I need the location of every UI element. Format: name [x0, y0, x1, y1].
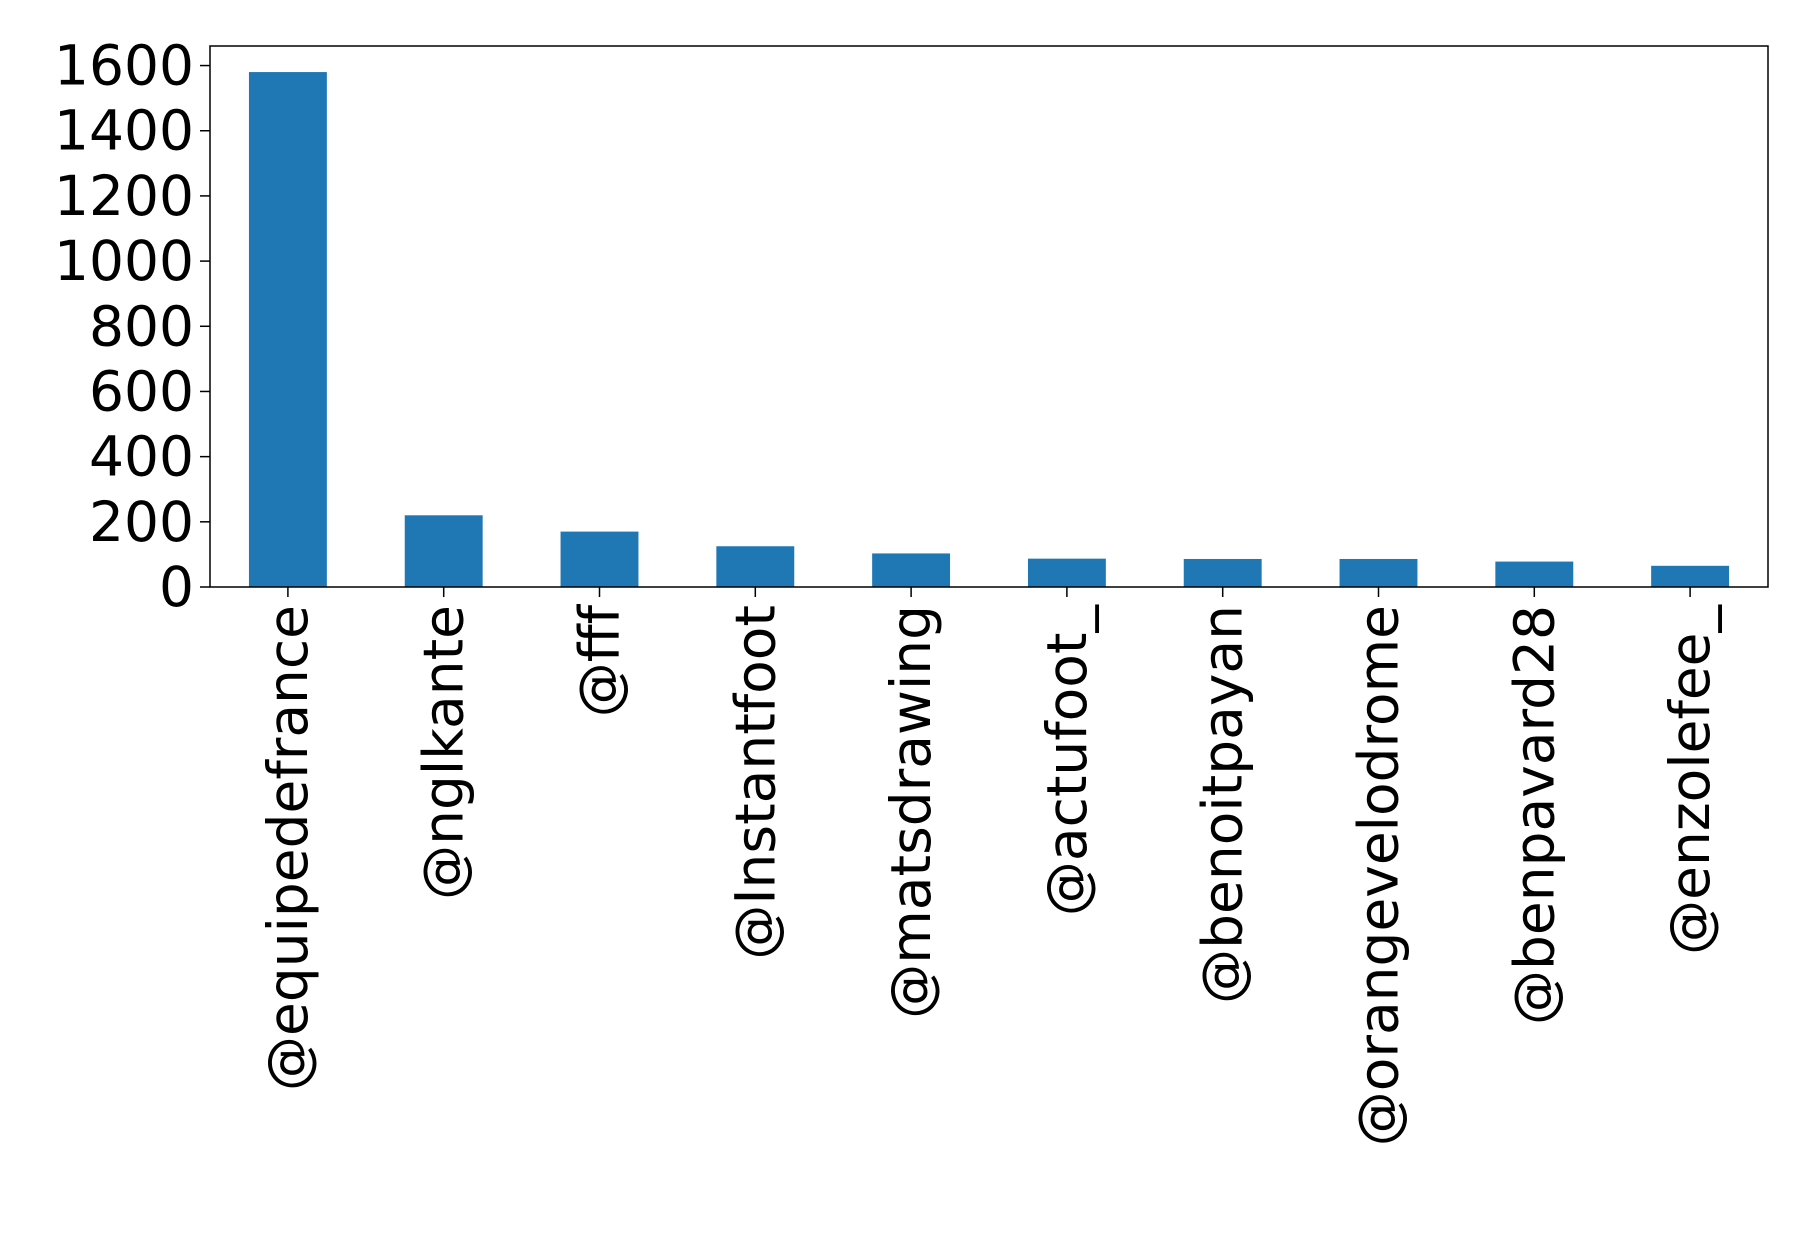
bar-nglkante — [404, 515, 483, 587]
y-tick-label: 400 — [89, 425, 194, 489]
y-tick-label: 600 — [89, 359, 194, 423]
y-tick-label: 0 — [159, 555, 194, 619]
y-tick-label: 800 — [89, 294, 194, 358]
y-tick-label: 1600 — [54, 34, 194, 98]
bars-layer — [248, 72, 1730, 588]
bar-fff — [560, 531, 639, 587]
bar-enzolefee — [1651, 565, 1730, 587]
bar-matsdrawing — [872, 553, 951, 587]
y-tick-label: 200 — [89, 490, 194, 554]
x-tick-label: @Instantfoot — [723, 605, 787, 960]
bar-actufoot — [1027, 558, 1106, 587]
y-tick-label: 1400 — [54, 99, 194, 163]
x-tick-label: @equipedefrance — [256, 605, 320, 1091]
x-tick-label: @actufoot_ — [1035, 604, 1099, 917]
x-tick-label: @benoitpayan — [1191, 605, 1255, 1004]
bar-instantfoot — [716, 546, 795, 587]
x-tick-label: @benpavard28 — [1502, 605, 1566, 1025]
x-tick-label: @orangevelodrome — [1347, 605, 1411, 1146]
x-tick-label: @nglkante — [412, 605, 476, 900]
x-axis: @equipedefrance @nglkante @fff @Instantfoot… — [256, 587, 1722, 1146]
x-tick-label: @enzolefee_ — [1658, 604, 1722, 955]
x-tick-label: @matsdrawing — [879, 605, 943, 1019]
bar-benpavard28 — [1495, 561, 1574, 587]
x-tick-label: @fff — [568, 603, 632, 717]
plot-frame — [209, 45, 1769, 588]
bar-benoitpayan — [1183, 558, 1262, 587]
bar-orangevelodrome — [1339, 558, 1418, 587]
y-tick-label: 1200 — [54, 164, 194, 228]
bar-equipedefrance — [248, 72, 327, 588]
y-tick-label: 1000 — [54, 229, 194, 293]
